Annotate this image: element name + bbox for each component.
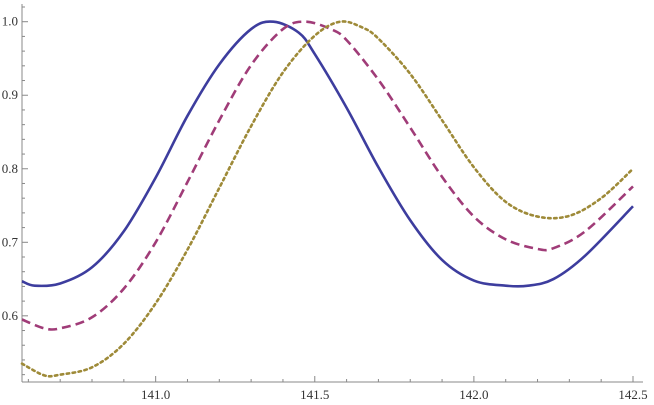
series-line-1 xyxy=(21,20,634,288)
x-tick-label: 142.0 xyxy=(459,387,488,402)
x-tick-label: 141.0 xyxy=(141,387,170,402)
y-tick-label: 0.6 xyxy=(2,308,19,323)
ticks: 141.0 141.5 142.0 142.5 0.6 0.7 0.8 0.9 1.0 xyxy=(2,6,648,402)
y-tick-label: 0.9 xyxy=(2,87,18,102)
y-tick-label: 0.7 xyxy=(2,234,19,249)
x-tick-label: 142.5 xyxy=(618,387,647,402)
y-tick-label: 0.8 xyxy=(2,161,18,176)
series-line-2 xyxy=(21,20,634,331)
y-tick-label: 1.0 xyxy=(2,14,18,29)
x-tick-label: 141.5 xyxy=(300,387,329,402)
axes xyxy=(21,4,643,383)
series-layer xyxy=(20,20,635,378)
series-line-3 xyxy=(20,20,635,378)
